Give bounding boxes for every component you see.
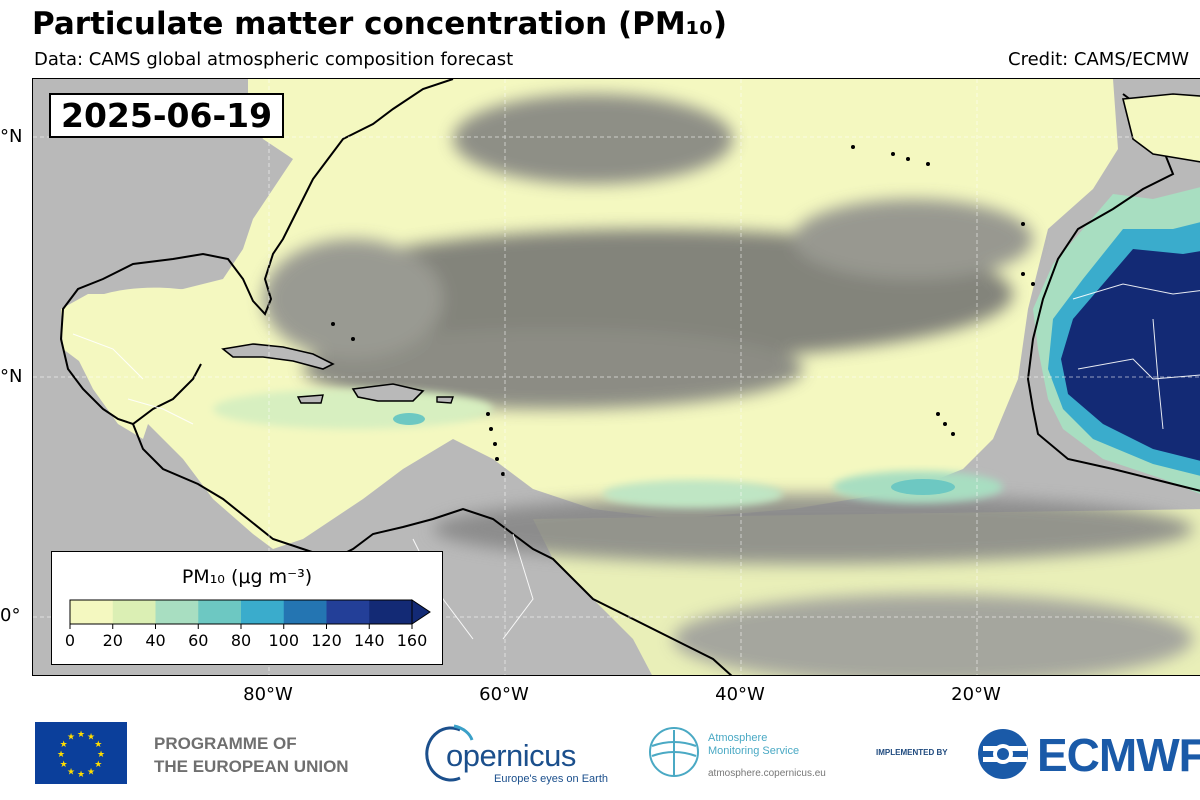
colorbar-bin — [155, 600, 199, 624]
colorbar-bin — [198, 600, 242, 624]
gulf-of-mexico — [73, 287, 248, 439]
east-atlantic-core — [891, 479, 955, 495]
ams-logo: Atmosphere Monitoring Service atmosphere… — [644, 718, 844, 788]
date-label: 2025-06-19 — [49, 93, 285, 138]
colorbar-bin — [241, 600, 285, 624]
colorbar-tick-label: 60 — [188, 631, 208, 650]
eu-star-icon: ★ — [87, 733, 95, 743]
eu-star-icon: ★ — [77, 770, 85, 780]
small-islands — [331, 145, 1035, 476]
lon-label-20w: 20°W — [951, 684, 1001, 705]
iberia — [1121, 93, 1200, 163]
eu-star-icon: ★ — [87, 767, 95, 777]
colorbar-tick-label: 140 — [354, 631, 385, 650]
hispaniola — [351, 383, 425, 402]
colorbar-tick-label: 20 — [103, 631, 123, 650]
colorbar-tick-label: 40 — [145, 631, 165, 650]
lon-label-80w: 80°W — [243, 684, 293, 705]
logo-strip: ★ ★ ★ ★ ★ ★ ★ ★ ★ ★ ★ ★ PROGRAMME OF THE EUROPEAN U… — [0, 712, 1200, 800]
colorbar: 0 20 40 60 80 100 120 140 160 — [65, 599, 431, 650]
map-panel: 2025-06-19 PM₁₀ (μg m⁻³) 0 20 40 60 80 100 120… — [32, 78, 1200, 676]
copernicus-logo: opernicus Europe's eyes on Earth — [420, 718, 610, 788]
eu-star-icon: ★ — [67, 767, 75, 777]
dust-map — [33, 79, 1200, 675]
colorbar-bin — [70, 600, 114, 624]
copernicus-c-icon — [425, 724, 474, 782]
caribbean-plume — [213, 389, 493, 429]
lon-label-40w: 40°W — [715, 684, 765, 705]
lat-label-top: °N — [0, 126, 23, 147]
colorbar-extend-arrow — [411, 599, 431, 625]
legend-title: PM₁₀ (μg m⁻³) — [181, 566, 313, 588]
copernicus-wordmark: opernicus — [446, 738, 576, 773]
colorbar-tick-label: 0 — [65, 631, 75, 650]
eu-programme-line-2: THE EUROPEAN UNION — [154, 757, 349, 776]
map-title: Particulate matter concentration (PM₁₀) — [32, 6, 728, 42]
eu-star-icon: ★ — [67, 733, 75, 743]
eu-programme-line-1: PROGRAMME OF — [154, 734, 297, 753]
puerto-rico — [436, 396, 454, 404]
colorbar-tick-label: 160 — [397, 631, 428, 650]
colorbar-tick-label: 120 — [311, 631, 342, 650]
colorbar-bin — [283, 600, 327, 624]
north-america-coastline — [59, 79, 454, 426]
copernicus-tagline: Europe's eyes on Earth — [494, 773, 609, 785]
south-america-coastline — [132, 423, 733, 675]
eu-star-icon: ★ — [60, 740, 68, 750]
ams-url: atmosphere.copernicus.eu — [708, 768, 826, 779]
ams-name-line-1: Atmosphere — [708, 732, 768, 744]
ams-name-line-2: Monitoring Service — [708, 745, 800, 757]
eu-star-icon: ★ — [94, 760, 102, 770]
implemented-by-label: IMPLEMENTED BY — [876, 748, 948, 757]
ecmwf-logo: ECMWF — [975, 722, 1200, 786]
sahara-plume-core — [1061, 249, 1200, 461]
eu-flag-icon: ★ ★ ★ ★ ★ ★ ★ ★ ★ ★ ★ ★ — [35, 722, 127, 784]
colorbar-legend: PM₁₀ (μg m⁻³) 0 20 40 60 80 100 120 140 160 — [51, 551, 443, 665]
eu-star-icon: ★ — [77, 730, 85, 740]
colorbar-bin — [326, 600, 370, 624]
map-subtitle: Data: CAMS global atmospheric compositio… — [34, 49, 514, 70]
colorbar-tick-label: 80 — [231, 631, 251, 650]
ecmwf-emblem-icon — [978, 729, 1028, 779]
ecmwf-wordmark: ECMWF — [1037, 729, 1200, 781]
caribbean-core — [393, 413, 425, 425]
eu-star-icon: ★ — [97, 750, 105, 760]
credit-text: Credit: CAMS/ECMW — [1008, 49, 1190, 70]
colorbar-tick-label: 100 — [268, 631, 299, 650]
cuba — [221, 343, 335, 370]
eu-star-icon: ★ — [60, 760, 68, 770]
eu-star-icon: ★ — [57, 750, 65, 760]
colorbar-bin — [369, 600, 413, 624]
eu-programme-text: PROGRAMME OF THE EUROPEAN UNION — [154, 732, 349, 778]
eu-star-icon: ★ — [94, 740, 102, 750]
africa-coastline — [1026, 93, 1200, 492]
cloud-overlay — [263, 94, 1193, 675]
jamaica — [296, 394, 324, 404]
colorbar-bin — [112, 600, 156, 624]
mid-atlantic-plume — [603, 480, 783, 508]
lat-label-equator: 0° — [0, 605, 21, 626]
lon-label-60w: 60°W — [479, 684, 529, 705]
ams-globe-icon — [649, 727, 699, 777]
ams-name: Atmosphere Monitoring Service — [708, 732, 799, 758]
lat-label-middle: °N — [0, 366, 23, 387]
